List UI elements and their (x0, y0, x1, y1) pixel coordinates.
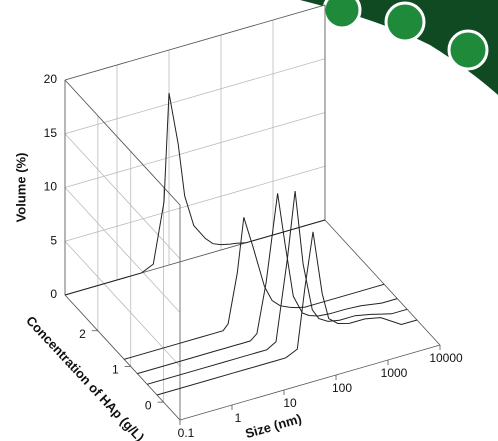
grid-line (64, 165, 326, 242)
series-line (64, 92, 326, 296)
grid-line (64, 240, 181, 367)
series-line (156, 231, 418, 396)
grid-line (64, 58, 326, 135)
axis-frame (64, 4, 326, 81)
x-tick-label: 0.1 (178, 426, 195, 440)
grid-line (64, 133, 181, 260)
z-tick-label: 1 (112, 363, 119, 377)
plot: 0 5 10 15 20 0.1 1 10 100 1000 10000 0 1 2 Volume (%) S… (13, 4, 463, 441)
x-axis-title: Size (nm) (244, 411, 304, 441)
z-tick-label: 0 (145, 398, 152, 412)
y-tick-label: 5 (50, 233, 57, 247)
y-tick-label: 20 (44, 72, 58, 86)
series-line (137, 193, 398, 375)
axis-frame (64, 294, 181, 421)
logo (300, 0, 498, 95)
x-tick-label: 100 (332, 381, 352, 395)
x-tick-label: 1 (235, 411, 242, 425)
y-tick-label: 0 (50, 287, 57, 301)
series-line (123, 217, 385, 360)
logo-circle (384, 1, 426, 43)
series-line (146, 191, 408, 385)
x-tick-label: 10000 (429, 351, 463, 365)
logo-band (300, 0, 498, 95)
x-tick-label: 1000 (381, 366, 408, 380)
axis-frame (179, 344, 441, 421)
logo-circle (322, 0, 362, 30)
grid-line (64, 187, 181, 313)
y-tick-label: 10 (44, 180, 58, 194)
x-tick-label: 10 (283, 396, 297, 410)
y-tick-label: 15 (44, 126, 58, 140)
z-tick-label: 2 (79, 327, 86, 341)
axis-frame (324, 219, 441, 346)
grid-line (64, 112, 326, 188)
axis-frame (64, 79, 181, 206)
y-axis-title: Volume (%) (13, 153, 28, 223)
logo-circle (447, 29, 489, 71)
